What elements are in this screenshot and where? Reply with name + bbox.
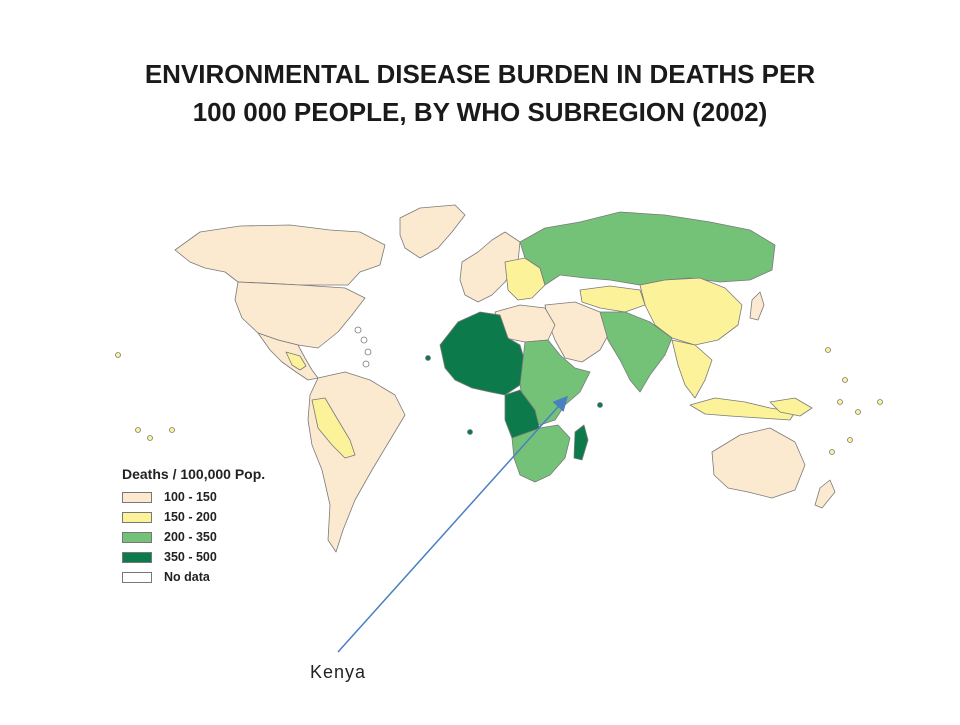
caribbean-island bbox=[360, 336, 368, 344]
island-marker bbox=[825, 347, 831, 353]
island-marker bbox=[855, 409, 861, 415]
island-marker bbox=[135, 427, 141, 433]
region-china bbox=[639, 277, 743, 346]
chart-title: ENVIRONMENTAL DISEASE BURDEN IN DEATHS P… bbox=[0, 55, 960, 131]
kenya-arrow bbox=[337, 395, 569, 653]
legend-title: Deaths / 100,000 Pop. bbox=[122, 466, 266, 482]
island-marker bbox=[147, 435, 153, 441]
region-greenland bbox=[399, 204, 466, 259]
title-line-1: ENVIRONMENTAL DISEASE BURDEN IN DEATHS P… bbox=[144, 59, 816, 89]
region-new-zealand bbox=[814, 479, 836, 509]
legend-label: 150 - 200 bbox=[164, 510, 217, 524]
caribbean-island bbox=[354, 326, 362, 334]
caribbean-island bbox=[362, 360, 370, 368]
legend-label: 200 - 350 bbox=[164, 530, 217, 544]
region-new-guinea bbox=[769, 397, 813, 417]
island-marker bbox=[847, 437, 853, 443]
legend-swatch bbox=[122, 551, 152, 563]
region-madagascar bbox=[573, 424, 589, 461]
region-central-america bbox=[285, 351, 307, 371]
region-canada bbox=[174, 224, 386, 286]
legend-swatch bbox=[122, 531, 152, 543]
legend-item: 350 - 500 bbox=[122, 547, 322, 567]
legend-item: 150 - 200 bbox=[122, 507, 322, 527]
island-marker bbox=[877, 399, 883, 405]
legend-swatch bbox=[122, 491, 152, 503]
legend-item: No data bbox=[122, 567, 322, 587]
legend-swatch bbox=[122, 571, 152, 583]
legend-item: 100 - 150 bbox=[122, 487, 322, 507]
map-legend: Deaths / 100,000 Pop. 100 - 150 150 - 20… bbox=[122, 466, 322, 587]
region-usa bbox=[234, 281, 366, 349]
island-marker bbox=[467, 429, 473, 435]
island-marker bbox=[169, 427, 175, 433]
region-south-asia bbox=[599, 311, 673, 393]
region-andes bbox=[311, 397, 356, 459]
caribbean-island bbox=[364, 348, 372, 356]
region-southern-africa bbox=[511, 424, 571, 483]
island-marker bbox=[829, 449, 835, 455]
region-australia bbox=[711, 427, 806, 499]
region-central-asia bbox=[579, 285, 646, 313]
island-marker bbox=[115, 352, 121, 358]
island-marker bbox=[837, 399, 843, 405]
title-line-2: 100 000 PEOPLE, BY WHO SUBREGION (2002) bbox=[192, 97, 768, 127]
legend-label: 350 - 500 bbox=[164, 550, 217, 564]
region-indonesia bbox=[689, 397, 796, 421]
kenya-annotation-label: Kenya bbox=[310, 662, 367, 682]
legend-swatch bbox=[122, 511, 152, 523]
island-marker bbox=[597, 402, 603, 408]
region-japan bbox=[749, 291, 765, 321]
island-marker bbox=[842, 377, 848, 383]
legend-item: 200 - 350 bbox=[122, 527, 322, 547]
region-russia bbox=[519, 211, 776, 286]
region-southeast-asia bbox=[671, 339, 713, 399]
island-marker bbox=[425, 355, 431, 361]
legend-label: No data bbox=[164, 570, 210, 584]
legend-label: 100 - 150 bbox=[164, 490, 217, 504]
